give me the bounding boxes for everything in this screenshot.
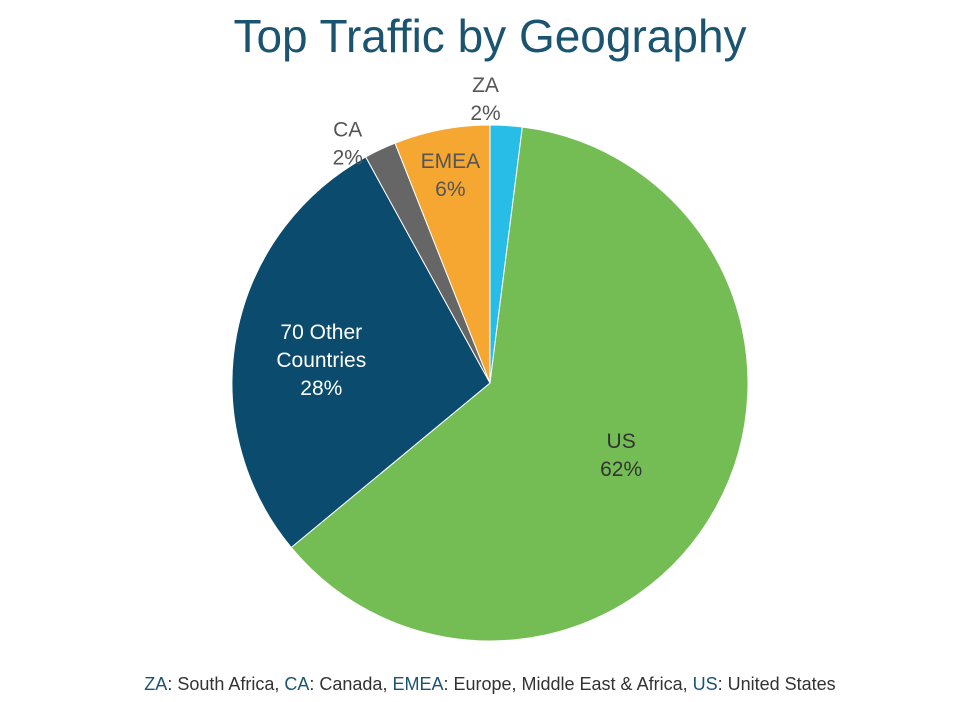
footnote-text-ca: : Canada,	[309, 674, 393, 694]
slice-value-label: 28%	[300, 377, 342, 400]
slice-label-us: US 62%	[600, 430, 642, 481]
slice-value-label: 2%	[333, 146, 363, 169]
slice-name-label: EMEA	[421, 150, 481, 173]
slice-label-za: ZA 2%	[470, 74, 500, 125]
slice-name-label: 70 Other	[280, 321, 362, 344]
chart-title: Top Traffic by Geography	[233, 10, 747, 62]
footnote-text-za: : South Africa,	[167, 674, 285, 694]
pie-slice-us	[290, 126, 749, 642]
pie-slice-emea	[394, 124, 491, 384]
slice-label-70-other-countries: 70 Other Countries 28%	[276, 321, 366, 400]
slice-value-label: 62%	[600, 458, 642, 481]
slice-name-label: Countries	[276, 349, 366, 372]
slice-label-ca: CA 2%	[333, 118, 363, 169]
footnote-abbr-za: ZA	[144, 674, 168, 694]
slice-value-label: 2%	[470, 102, 500, 125]
footnote-text-us: : United States	[717, 674, 836, 694]
footnote-abbr-us: US	[692, 674, 718, 694]
slice-value-label: 6%	[435, 178, 465, 201]
legend-footnote: ZA: South Africa, CA: Canada, EMEA: Euro…	[0, 672, 980, 696]
pie-slice-70-other-countries	[231, 156, 491, 549]
footnote-abbr-emea: EMEA	[392, 674, 444, 694]
slice-name-label: ZA	[472, 74, 499, 97]
footnote-abbr-ca: CA	[284, 674, 310, 694]
slice-name-label: US	[607, 430, 636, 453]
slice-name-label: CA	[333, 118, 362, 141]
slice-label-emea: EMEA 6%	[421, 150, 481, 201]
footnote-text-emea: : Europe, Middle East & Africa,	[443, 674, 693, 694]
